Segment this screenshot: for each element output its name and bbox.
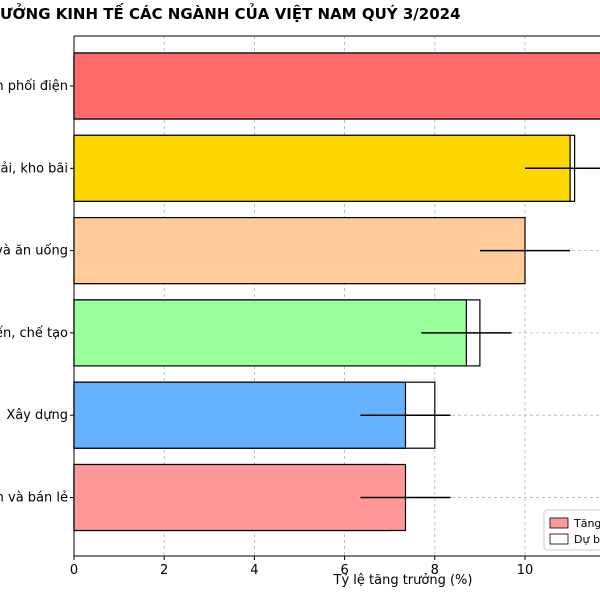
- x-axis-label: Tỷ lệ tăng trưởng (%): [333, 573, 473, 588]
- category-label-5: n và bán lẻ: [0, 491, 68, 506]
- x-tick-label-2: 4: [250, 563, 258, 578]
- actual-bars: [73, 52, 600, 532]
- actual-bar-2: [73, 217, 526, 285]
- actual-bar-3: [73, 299, 467, 367]
- category-label-1: tải, kho bãi: [0, 161, 68, 176]
- x-tick-label-5: 10: [517, 563, 534, 578]
- chart-title: ƯỞNG KINH TẾ CÁC NGÀNH CỦA VIỆT NAM QUÝ …: [0, 2, 461, 23]
- x-tick-label-4: 8: [431, 563, 439, 578]
- actual-bar-4: [73, 381, 407, 449]
- legend-swatch-forecast: [549, 533, 569, 545]
- actual-bar-1: [73, 134, 571, 202]
- forecast-bars: [73, 52, 600, 532]
- category-label-2: và ăn uống: [0, 244, 68, 259]
- x-tick-label-1: 2: [160, 563, 168, 578]
- category-labels: n phối điện tải, kho bãi và ăn uống ến, chế…: [0, 79, 74, 506]
- legend-label-actual: Tăng: [573, 517, 600, 530]
- actual-bar-0: [73, 52, 600, 120]
- category-label-4: Xây dựng: [6, 408, 68, 423]
- x-ticks: 0 2 4 6 8 10: [70, 556, 533, 578]
- legend: Tăng Dự b: [543, 509, 600, 551]
- category-label-3: ến, chế tạo: [0, 326, 68, 341]
- x-tick-label-3: 6: [340, 563, 348, 578]
- legend-swatch-actual: [549, 517, 569, 529]
- actual-bar-5: [73, 463, 407, 532]
- category-label-0: n phối điện: [0, 79, 68, 94]
- error-bars: [360, 167, 600, 499]
- axes: [73, 35, 600, 557]
- legend-label-forecast: Dự b: [574, 533, 600, 546]
- x-tick-label-0: 0: [70, 563, 78, 578]
